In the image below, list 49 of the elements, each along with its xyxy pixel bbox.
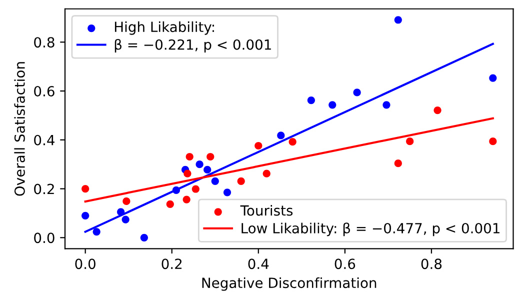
point: [122, 197, 130, 206]
point: [196, 160, 204, 168]
x-tick-label: 0.0: [75, 258, 96, 270]
point: [82, 184, 90, 193]
y-tick-label: 0.8: [34, 37, 54, 48]
point: [353, 88, 361, 96]
point: [394, 16, 402, 24]
point: [489, 138, 497, 146]
point: [237, 177, 245, 185]
point: [172, 186, 180, 194]
point: [394, 160, 402, 168]
x-tick-label: 0.4: [248, 258, 269, 270]
point: [166, 200, 174, 208]
point: [82, 212, 90, 220]
point: [288, 138, 296, 146]
x-tick-label: 0.2: [162, 258, 182, 270]
point: [186, 152, 194, 161]
point: [406, 138, 414, 146]
point: [254, 142, 262, 150]
y-tick-label: 0.6: [34, 86, 54, 96]
point: [204, 166, 212, 174]
point: [184, 170, 192, 178]
legend-label: β = −0.221, p < 0.001: [114, 38, 271, 53]
point: [307, 96, 315, 104]
point: [277, 132, 285, 140]
legend-label: Tourists: [240, 205, 293, 216]
x-tick-label: 0.6: [334, 258, 356, 270]
point: [489, 74, 497, 82]
point: [140, 234, 148, 242]
y-tick-label: 0.4: [34, 134, 54, 146]
legend-label: High Likability:: [114, 21, 214, 35]
point: [262, 170, 270, 178]
point: [328, 101, 336, 109]
point: [206, 152, 214, 161]
y-tick-label: 0.2: [34, 184, 54, 194]
point: [117, 208, 125, 216]
point: [182, 196, 190, 204]
point: [382, 101, 390, 109]
x-axis-title: Negative Disconfirmation: [202, 277, 376, 291]
x-tick-label: 0.8: [421, 258, 442, 270]
y-axis-title: Overall Satisfaction: [14, 62, 25, 196]
point: [223, 188, 232, 196]
point: [192, 185, 200, 193]
y-tick-label: 0.0: [34, 232, 54, 244]
point: [92, 228, 100, 236]
point: [211, 177, 219, 185]
point: [122, 216, 130, 224]
point: [434, 106, 442, 114]
legend-label: Low Likability: β = −0.477, p < 0.001: [242, 222, 500, 236]
